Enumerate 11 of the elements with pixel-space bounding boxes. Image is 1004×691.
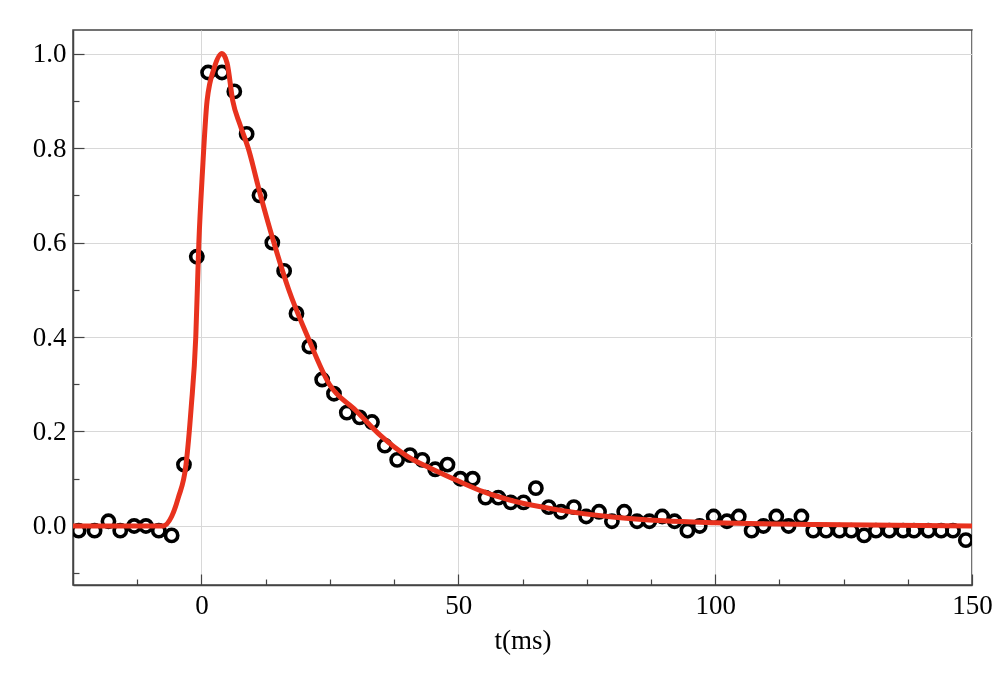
x-tick-label: 150 (952, 589, 993, 620)
y-tick-label: 0.0 (32, 510, 67, 541)
y-tick-label: 0.6 (32, 227, 67, 258)
x-tick-label: 100 (695, 589, 736, 620)
x-axis-title: t(ms) (494, 624, 552, 655)
y-tick-label: 0.4 (32, 321, 67, 352)
x-tick-label: 50 (445, 589, 473, 620)
y-tick-label: 1.0 (32, 38, 67, 69)
y-tick-label: 0.8 (32, 132, 67, 163)
y-tick-label: 0.2 (32, 415, 67, 446)
x-tick-label: 0 (195, 589, 209, 620)
